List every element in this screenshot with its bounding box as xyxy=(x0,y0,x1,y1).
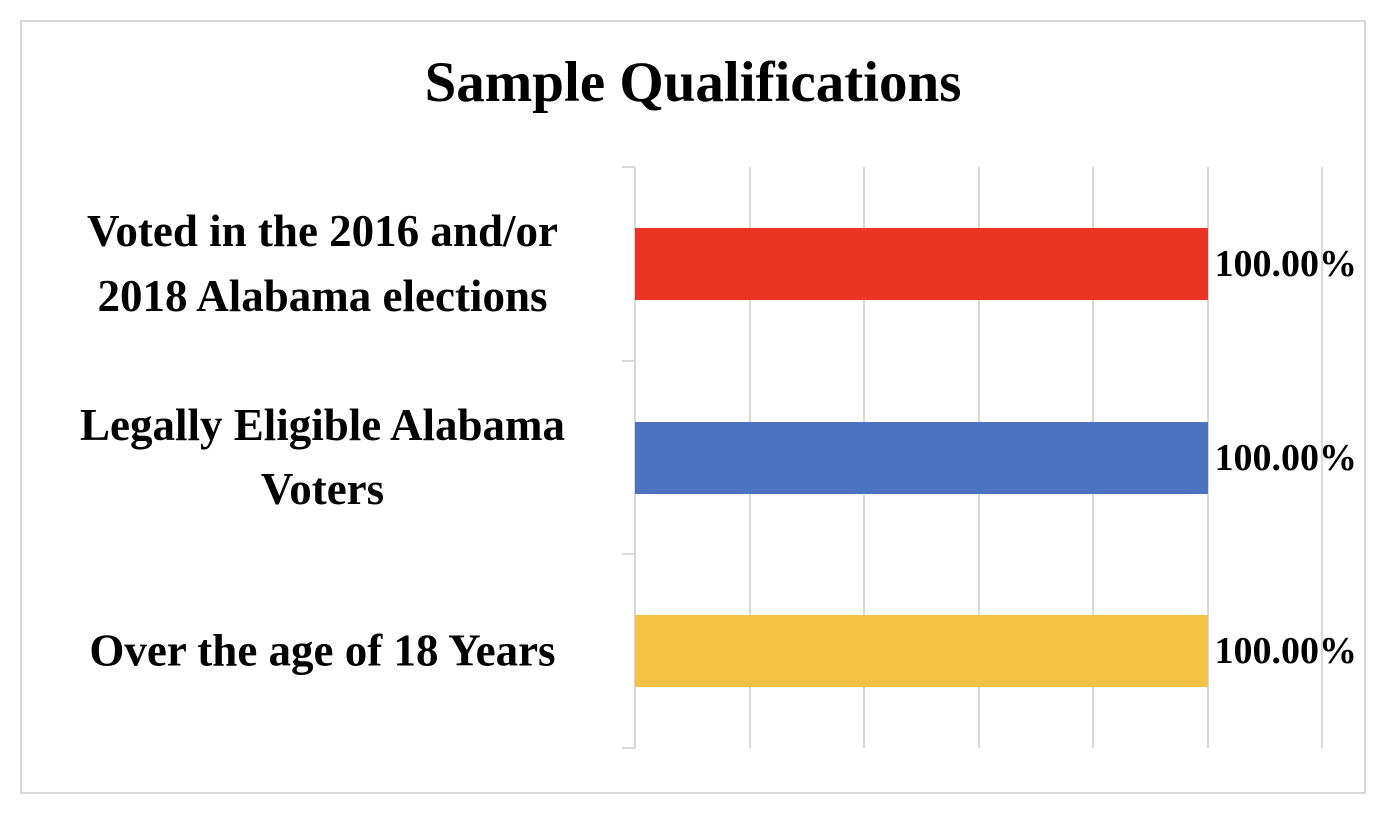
bar-rows: Voted in the 2016 and/or 2018 Alabama el… xyxy=(80,167,1357,748)
value-label: 100.00% xyxy=(1214,630,1358,673)
chart-title: Sample Qualifications xyxy=(424,51,962,114)
bar-row-voted-elections: Voted in the 2016 and/or 2018 Alabama el… xyxy=(87,167,1357,361)
category-label: Over the age of 18 Years xyxy=(89,625,556,676)
axis-tick xyxy=(622,166,635,168)
bar-row-eligible-voters: Legally Eligible Alabama Voters 100.00% xyxy=(80,361,1357,555)
bar-row-over-18: Over the age of 18 Years 100.00% xyxy=(89,554,1357,748)
axis-tick xyxy=(622,747,635,749)
plot-area: Voted in the 2016 and/or 2018 Alabama el… xyxy=(80,166,1357,749)
category-label: Voted in the 2016 and/or 2018 Alabama el… xyxy=(87,206,558,321)
chart-frame: Sample Qualifications Voted in the 2016 … xyxy=(20,20,1366,794)
value-label: 100.00% xyxy=(1214,242,1358,285)
value-label: 100.00% xyxy=(1214,436,1358,479)
bar-over-18 xyxy=(635,615,1208,688)
gridline-120 xyxy=(1321,167,1323,748)
category-label: Legally Eligible Alabama Voters xyxy=(79,399,566,515)
gridline-100 xyxy=(1206,167,1209,748)
bar-eligible-voters xyxy=(635,421,1208,494)
bar-voted-elections xyxy=(635,227,1208,300)
axis-tick xyxy=(622,359,635,362)
axis-tick xyxy=(622,553,635,556)
